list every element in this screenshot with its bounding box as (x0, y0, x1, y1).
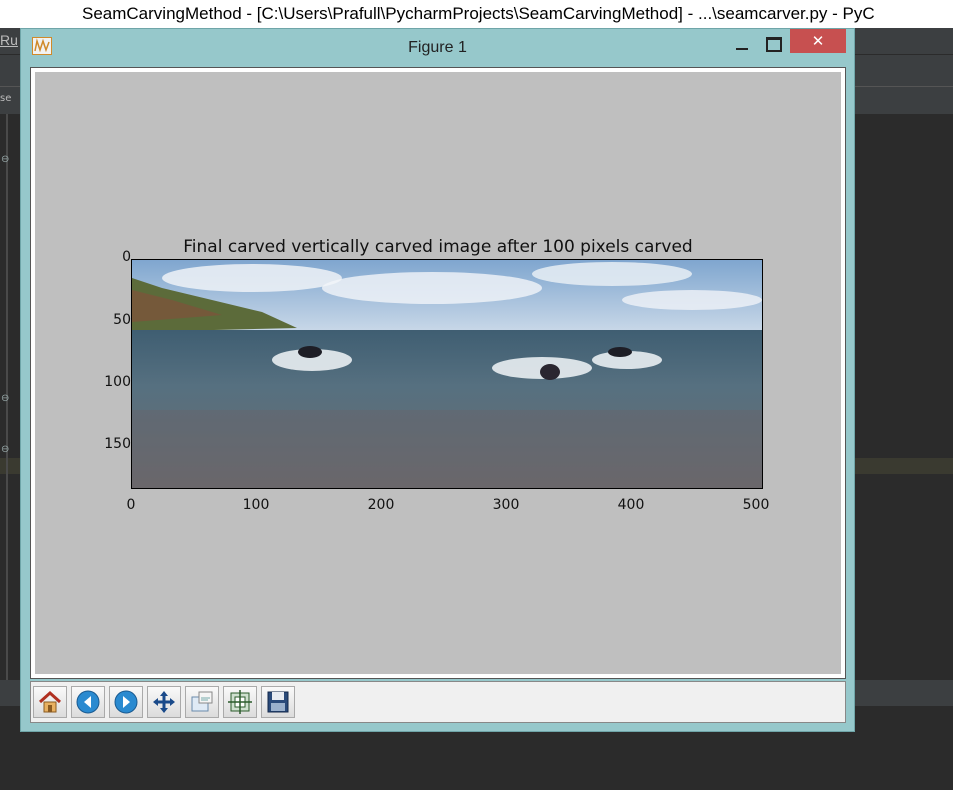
carved-image (132, 260, 762, 488)
back-arrow-icon (76, 690, 100, 714)
ide-tab-seamcarver[interactable]: se (0, 93, 12, 104)
plot-axes[interactable] (131, 259, 763, 489)
home-icon (38, 690, 62, 713)
zoom-button[interactable] (185, 686, 219, 718)
maximize-button[interactable] (762, 34, 784, 56)
navigation-toolbar (30, 681, 846, 723)
menu-item-run[interactable]: Ru (0, 32, 18, 48)
home-button[interactable] (33, 686, 67, 718)
y-tick-label: 0 (122, 249, 131, 265)
x-tick-label: 500 (742, 497, 770, 513)
configure-subplots-button[interactable] (223, 686, 257, 718)
save-button[interactable] (261, 686, 295, 718)
back-button[interactable] (71, 686, 105, 718)
matplotlib-app-icon (32, 37, 52, 55)
y-tick-label: 50 (113, 312, 131, 328)
x-tick-label: 0 (126, 497, 136, 513)
figure-title: Figure 1 (408, 39, 467, 56)
save-icon (267, 691, 289, 713)
fold-marker-icon[interactable]: ⊖ (1, 154, 10, 165)
fold-marker-icon[interactable]: ⊖ (1, 393, 10, 404)
forward-button[interactable] (109, 686, 143, 718)
x-tick-label: 100 (242, 497, 270, 513)
y-tick-label: 100 (104, 374, 131, 390)
ide-gutter (6, 114, 8, 680)
close-button[interactable]: ✕ (790, 29, 846, 53)
figure-canvas-frame: Final carved vertically carved image aft… (30, 67, 846, 679)
ide-window-title-bar: SeamCarvingMethod - [C:\Users\Prafull\Py… (0, 0, 953, 28)
figure-canvas[interactable]: Final carved vertically carved image aft… (35, 72, 841, 674)
y-tick-label: 150 (104, 436, 131, 452)
figure-window: Figure 1 ✕ Final carved vertically carve… (20, 28, 855, 732)
x-tick-label: 400 (617, 497, 645, 513)
ide-window-title: SeamCarvingMethod - [C:\Users\Prafull\Py… (82, 4, 875, 23)
x-tick-label: 200 (367, 497, 395, 513)
plot-title: Final carved vertically carved image aft… (183, 237, 693, 257)
zoom-icon (191, 691, 213, 712)
forward-arrow-icon (114, 690, 138, 714)
minimize-button[interactable] (731, 34, 753, 56)
fold-marker-icon[interactable]: ⊖ (1, 444, 10, 455)
pan-icon (153, 691, 175, 713)
figure-title-bar[interactable]: Figure 1 ✕ (21, 29, 854, 65)
configure-subplots-icon (228, 690, 252, 714)
pan-button[interactable] (147, 686, 181, 718)
x-tick-label: 300 (492, 497, 520, 513)
